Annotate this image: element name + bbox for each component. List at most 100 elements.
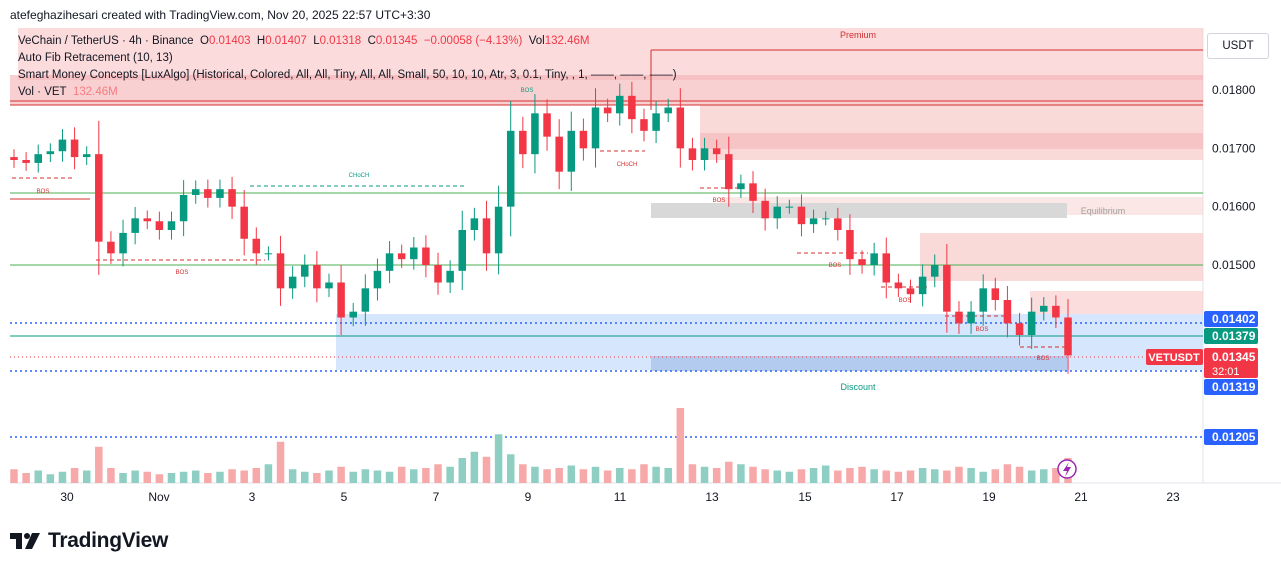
volume-bar: [737, 464, 745, 483]
candle-body: [397, 253, 406, 260]
candle-body: [410, 247, 418, 260]
volume-bar: [640, 464, 648, 483]
alert-lightning-icon[interactable]: [1057, 459, 1077, 479]
candle-body: [167, 221, 176, 230]
volume-bar: [858, 466, 866, 483]
equilibrium-zone: [651, 203, 1067, 218]
chart-attribution: atefeghazihesari created with TradingVie…: [10, 8, 431, 22]
candle-body: [313, 265, 321, 289]
current-price-bg: [1204, 348, 1258, 378]
candle-body: [1003, 300, 1012, 324]
candle-body: [349, 311, 357, 318]
volume-bar: [46, 474, 55, 483]
candle-body: [422, 247, 430, 265]
candle-body: [228, 189, 236, 207]
time-axis[interactable]: 30 Nov 3 5 7 9 11 13 15 17 19 21 23: [60, 490, 1180, 504]
indicator-volume[interactable]: Vol · VET 132.46M: [18, 86, 118, 98]
volume-bar: [688, 464, 697, 483]
price-marker-bg: [1204, 379, 1258, 395]
volume-bar: [240, 470, 248, 483]
candle-body: [906, 288, 915, 295]
candle-body: [458, 230, 467, 271]
volume-bar: [10, 469, 18, 483]
candle-body: [737, 183, 745, 190]
volume-bar: [761, 469, 769, 483]
candle-body: [264, 253, 273, 255]
candle-body: [858, 259, 866, 265]
price-marker-label: 0.01319: [1212, 380, 1256, 394]
volume-bar: [991, 469, 1000, 483]
candle-body: [761, 200, 769, 219]
candle-body: [240, 206, 248, 239]
volume-bar: [1015, 466, 1024, 483]
candle-body: [809, 218, 818, 225]
volume-bar: [725, 461, 733, 483]
candle-body: [943, 265, 951, 312]
symbol-legend[interactable]: VeChain / TetherUS · 4h · Binance O0.014…: [18, 35, 589, 47]
volume-bar: [482, 456, 491, 483]
candle-body: [179, 195, 188, 222]
volume-indicator-value: 132.46M: [72, 86, 118, 98]
low-value: 0.01318: [319, 35, 362, 47]
supply-zone-2: [1030, 291, 1203, 314]
candle-body: [967, 311, 975, 324]
time-tick: 15: [798, 490, 812, 504]
volume-bar: [470, 451, 479, 483]
volume-bar: [58, 471, 67, 483]
tradingview-logo: TradingView: [10, 529, 168, 553]
candle-body: [519, 130, 527, 155]
candle-body: [70, 139, 79, 158]
candle-body: [712, 148, 721, 155]
bos-label: BOS: [1037, 356, 1050, 362]
candle-body: [1064, 317, 1072, 356]
price-tick: 0.01700: [1212, 141, 1256, 155]
volume-bar: [785, 471, 794, 483]
candle-body: [700, 148, 709, 160]
candle-body: [34, 154, 42, 163]
volume-bar: [531, 466, 539, 483]
candle-body: [361, 288, 370, 312]
candle-body: [882, 253, 891, 283]
volume-bar: [216, 471, 224, 483]
candle-body: [555, 136, 563, 172]
indicator-fib[interactable]: Auto Fib Retracement (10, 13): [18, 52, 173, 64]
candle-body: [131, 218, 139, 233]
volume-bar: [349, 471, 357, 483]
candle-body: [930, 265, 939, 277]
candle-body: [603, 107, 612, 114]
volume-bar: [506, 454, 515, 483]
volume-bar: [676, 408, 685, 483]
price-marker-label: 0.01402: [1212, 312, 1256, 326]
volume-bar: [373, 470, 382, 483]
volume-bar: [846, 468, 854, 483]
volume-bar: [288, 469, 297, 483]
symbol-tag: VETUSDT: [1148, 352, 1200, 364]
current-price-label: 0.01345: [1212, 350, 1256, 364]
volume-bar: [652, 466, 660, 483]
volume-bar: [797, 469, 806, 483]
high-label: H: [256, 35, 266, 47]
volume-bar: [70, 468, 79, 483]
volume-bar: [385, 471, 394, 483]
candle-body: [252, 238, 261, 254]
symbol-name[interactable]: VeChain / TetherUS · 4h · Binance: [18, 35, 194, 47]
discount-label: Discount: [840, 382, 876, 392]
price-marker: 0.01319: [1204, 379, 1258, 395]
candle-body: [640, 119, 648, 131]
candle-body: [191, 189, 200, 195]
choch-label: CHoCH: [617, 162, 638, 168]
volume-bars: [10, 408, 1072, 483]
candle-body: [1015, 323, 1024, 335]
price-marker-label: 0.01379: [1212, 329, 1256, 343]
price-axis[interactable]: 0.01800 0.01700 0.01600 0.01500 0.01402 0.013…: [1146, 83, 1258, 445]
currency-selector[interactable]: USDT: [1207, 33, 1269, 59]
candle-body: [834, 218, 842, 230]
candle-body: [337, 282, 345, 318]
volume-bar: [179, 471, 188, 483]
volume-bar: [325, 470, 333, 483]
indicator-smc[interactable]: Smart Money Concepts [LuxAlgo] (Historic…: [18, 69, 677, 81]
candle-body: [58, 139, 67, 152]
time-tick: 13: [705, 490, 719, 504]
volume-bar: [882, 470, 891, 483]
